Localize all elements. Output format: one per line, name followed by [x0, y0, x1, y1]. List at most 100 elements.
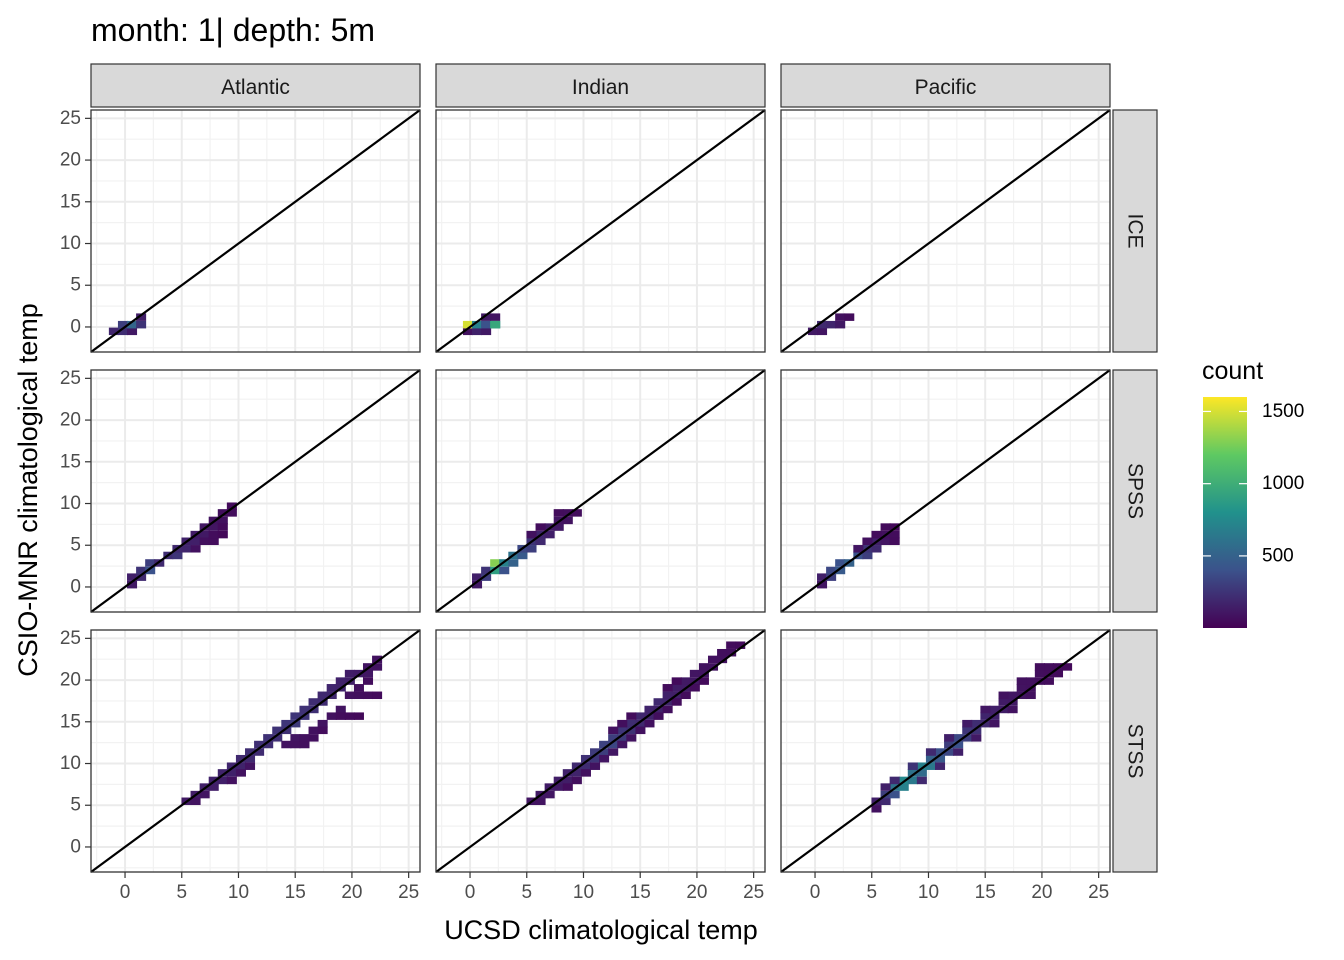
- heatmap-bin: [726, 648, 737, 657]
- heatmap-bin: [590, 754, 601, 763]
- heatmap-bin: [671, 684, 682, 692]
- heatmap-bin: [299, 705, 310, 714]
- strip-label-atlantic: Atlantic: [221, 76, 290, 99]
- heatmap-bin: [944, 740, 955, 749]
- heatmap-bin: [217, 523, 228, 531]
- heatmap-bin: [925, 748, 936, 756]
- heatmap-bin: [871, 545, 882, 553]
- y-tick-label: 25: [60, 108, 81, 129]
- strip-stss: [1112, 629, 1158, 873]
- panel-border: [90, 629, 421, 873]
- x-tick-label: 10: [228, 882, 249, 903]
- heatmap-bin: [472, 327, 483, 336]
- heatmap-bin: [1016, 677, 1027, 685]
- heatmap-bin: [490, 313, 501, 321]
- heatmap-bin: [807, 327, 818, 336]
- identity-line: [780, 629, 1111, 873]
- heatmap-bin: [717, 655, 728, 664]
- heatmap-bin: [245, 748, 256, 756]
- heatmap-bin: [580, 769, 591, 777]
- x-tick-label: 15: [975, 882, 996, 903]
- y-tick-label: 25: [60, 368, 81, 389]
- strip-indian: [435, 63, 766, 108]
- heatmap-bin: [626, 726, 637, 735]
- panel-atlantic-stss: 0 5 10 15 20 25 0 5 10 15 20 25: [60, 628, 421, 903]
- heatmap-bin: [698, 663, 709, 671]
- heatmap-bin: [362, 677, 374, 685]
- heatmap-bin: [290, 712, 301, 720]
- strip-label-spss: SPSS: [1124, 463, 1147, 519]
- heatmap-bin: [290, 719, 301, 728]
- panel-border: [780, 629, 1111, 873]
- heatmap-bin: [544, 790, 555, 799]
- heatmap-bin: [553, 783, 564, 791]
- heatmap-bin: [317, 719, 328, 728]
- heatmap-bin: [208, 530, 219, 539]
- y-axis-title: CSIO-MNR climatological temp: [13, 303, 43, 677]
- heatmap-bin: [862, 551, 873, 560]
- panel-pacific-spss: [780, 369, 1111, 613]
- heatmap-bin: [326, 684, 337, 692]
- x-axis-title: UCSD climatological temp: [444, 915, 758, 945]
- heatmap-bin: [490, 566, 501, 575]
- heatmap-bin: [835, 559, 846, 567]
- heatmap-bin: [317, 726, 328, 735]
- y-tick-label: 0: [70, 836, 81, 857]
- heatmap-bin: [553, 509, 564, 517]
- heatmap-bin: [481, 327, 492, 336]
- heatmap-bin: [907, 776, 918, 785]
- heatmap-bin: [362, 691, 374, 700]
- panel-atlantic-spss: 0 5 10 15 20 25: [60, 368, 421, 613]
- heatmap-bin: [617, 726, 628, 735]
- heatmap-bin: [217, 530, 228, 539]
- heatmap-bin: [254, 748, 265, 756]
- heatmap-bin: [653, 712, 664, 720]
- heatmap-bin: [127, 580, 138, 589]
- heatmap-bin: [226, 502, 237, 510]
- y-tick-label: 10: [60, 753, 81, 774]
- heatmap-bin: [508, 559, 519, 567]
- identity-line: [90, 109, 421, 353]
- heatmap-bin: [653, 698, 664, 706]
- heatmap-bin: [127, 327, 138, 336]
- heatmap-bin: [290, 734, 301, 742]
- heatmap-bin: [208, 523, 219, 531]
- heatmap-bin: [989, 705, 1000, 714]
- heatmap-bin: [136, 566, 147, 575]
- heatmap-bin: [372, 655, 383, 664]
- y-tick-label: 25: [60, 628, 81, 649]
- heatmap-bin: [835, 320, 846, 329]
- heatmap-bin: [871, 530, 882, 539]
- panel-border: [780, 109, 1111, 353]
- heatmap-bin: [580, 762, 591, 770]
- heatmap-bin: [235, 769, 246, 777]
- legend-colorbar: [1203, 397, 1247, 628]
- heatmap-bin: [953, 740, 964, 749]
- identity-line: [780, 369, 1111, 613]
- heatmap-bin: [136, 320, 147, 329]
- heatmap-bin: [571, 776, 582, 785]
- y-tick-label: 10: [60, 493, 81, 514]
- heatmap-bin: [272, 734, 283, 742]
- heatmap-bin: [617, 719, 628, 728]
- panel-border: [435, 109, 766, 353]
- heatmap-bin: [335, 712, 346, 720]
- heatmap-bin: [817, 327, 828, 336]
- heatmap-bin: [199, 790, 210, 799]
- y-tick-label: 15: [60, 191, 81, 212]
- heatmap-bin: [935, 762, 946, 770]
- heatmap-bin: [599, 748, 610, 756]
- facet-panels: Atlantic Indian Pacific ICE SPSS STSS 0 5 10 15 20…: [60, 63, 1158, 903]
- x-tick-label: 15: [630, 882, 651, 903]
- heatmap-bin: [571, 762, 582, 770]
- heatmap-bin: [871, 805, 882, 813]
- heatmap-bin: [535, 797, 546, 806]
- heatmap-bin: [472, 320, 483, 329]
- heatmap-bin: [481, 320, 492, 329]
- heatmap-bin: [608, 748, 619, 756]
- x-tick-label: 10: [918, 882, 939, 903]
- heatmap-bin: [962, 726, 973, 735]
- heatmap-bin: [889, 530, 900, 539]
- identity-line: [90, 629, 421, 873]
